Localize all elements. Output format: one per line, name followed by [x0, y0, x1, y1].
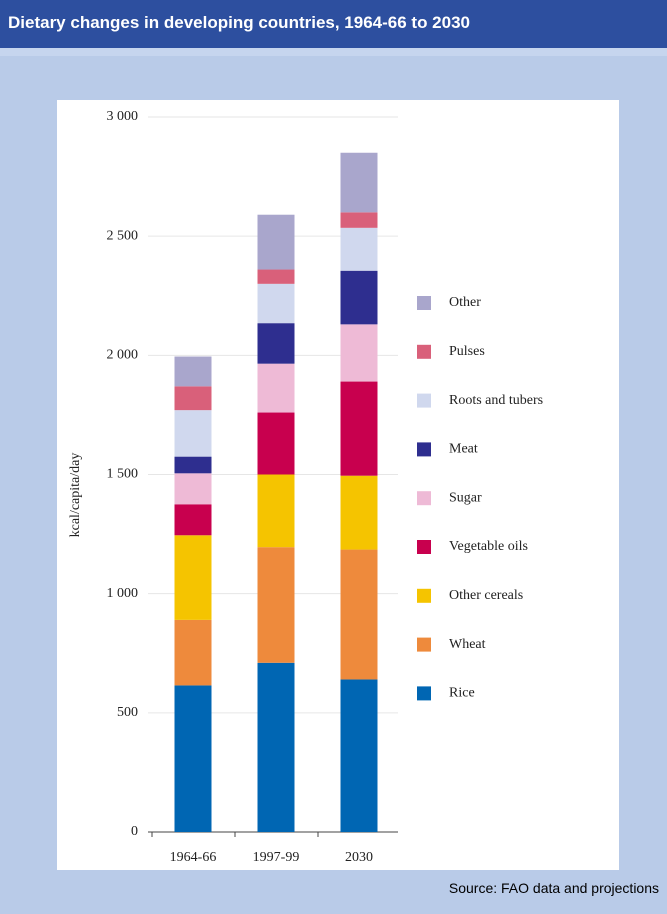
y-tick-label: 2 500 — [107, 228, 139, 243]
source-note: Source: FAO data and projections — [448, 880, 659, 896]
page-title: Dietary changes in developing countries,… — [0, 0, 667, 56]
legend-label: Pulses — [449, 344, 485, 359]
legend-label: Sugar — [449, 490, 482, 505]
y-tick-label: 500 — [117, 705, 138, 720]
bar-segment — [257, 474, 295, 548]
bar-segment — [257, 283, 295, 324]
bar-segment — [257, 214, 295, 270]
bar-segment — [340, 475, 378, 550]
y-tick-label: 2 000 — [107, 348, 139, 363]
legend-label: Rice — [449, 686, 475, 701]
bar-segment — [174, 504, 212, 536]
y-tick-label: 0 — [131, 824, 138, 839]
legend-label: Other — [449, 295, 481, 310]
bar-segment — [340, 227, 378, 271]
bar-segment — [174, 473, 212, 505]
x-tick-label: 1997-99 — [253, 850, 300, 865]
bar-segment — [174, 356, 212, 387]
bar-segment — [340, 270, 378, 325]
bar-segment — [257, 269, 295, 284]
legend-swatch — [417, 442, 431, 457]
legend-label: Vegetable oils — [449, 539, 528, 554]
bar-segment — [257, 363, 295, 413]
y-axis-label: kcal/capita/day — [68, 453, 83, 538]
bar-segment — [340, 324, 378, 382]
legend-swatch — [417, 296, 431, 310]
legend-swatch — [417, 588, 431, 603]
legend-swatch — [417, 540, 431, 554]
x-tick-label: 2030 — [345, 850, 373, 865]
y-tick-label: 1 500 — [107, 467, 139, 482]
bar-segment — [174, 619, 212, 686]
bar-segment — [340, 381, 378, 476]
legend-swatch — [417, 393, 431, 408]
bar-segment — [257, 547, 295, 663]
bar-segment — [340, 549, 378, 680]
legend-swatch — [417, 686, 431, 701]
bar-segment — [340, 212, 378, 228]
legend-label: Other cereals — [449, 588, 523, 603]
bar-segment — [174, 386, 212, 411]
bar-segment — [174, 685, 212, 832]
x-tick-label: 1964-66 — [170, 850, 217, 865]
bar-segment — [257, 412, 295, 475]
legend-label: Meat — [449, 442, 478, 457]
y-tick-label: 1 000 — [107, 586, 139, 601]
legend-swatch — [417, 491, 431, 506]
bar-segment — [340, 152, 378, 213]
legend-swatch — [417, 637, 431, 652]
chart-panel — [57, 100, 619, 870]
bar-segment — [174, 456, 212, 474]
y-tick-label: 3 000 — [107, 109, 139, 124]
bar-segment — [340, 679, 378, 832]
legend-swatch — [417, 344, 431, 359]
bar-segment — [257, 662, 295, 832]
legend-label: Roots and tubers — [449, 393, 543, 408]
legend-label: Wheat — [449, 637, 486, 652]
bar-segment — [257, 323, 295, 364]
bar-segment — [174, 535, 212, 620]
bar-segment — [174, 410, 212, 457]
